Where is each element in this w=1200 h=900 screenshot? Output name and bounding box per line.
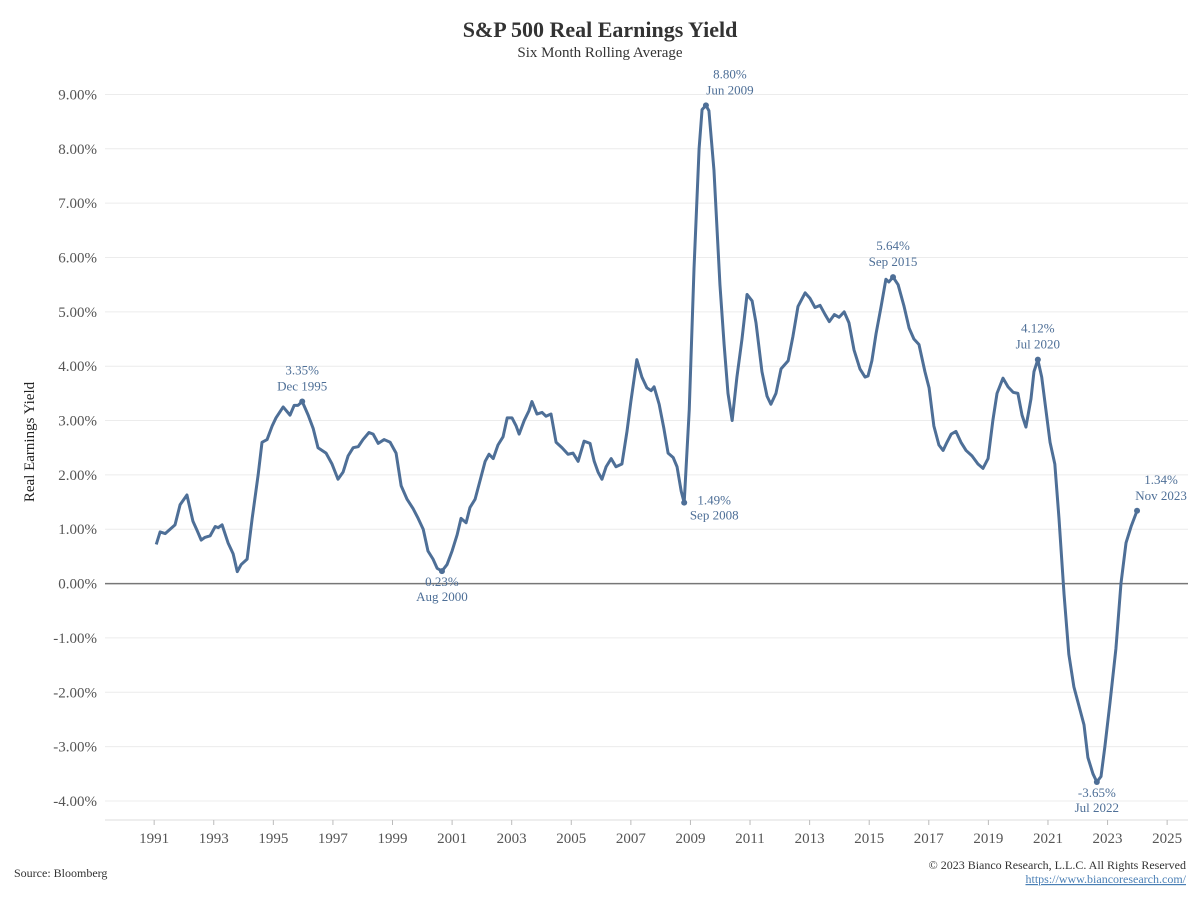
x-tick-label: 2025 bbox=[1152, 831, 1182, 847]
website-link[interactable]: https://www.biancoresearch.com/ bbox=[1025, 872, 1186, 886]
annotation-value: 1.34% bbox=[1144, 472, 1178, 487]
x-tick-label: 2005 bbox=[556, 831, 586, 847]
source: Source: Bloomberg bbox=[14, 866, 107, 880]
y-tick-label: 1.00% bbox=[58, 522, 97, 538]
y-tick-label: 4.00% bbox=[58, 359, 97, 375]
annotation-dot bbox=[890, 274, 897, 281]
y-tick-label: -2.00% bbox=[53, 685, 97, 701]
x-tick-label: 1993 bbox=[199, 831, 229, 847]
annotation-value: 0.23% bbox=[425, 574, 459, 589]
annotation-dot bbox=[702, 102, 709, 109]
x-tick-label: 2011 bbox=[735, 831, 764, 847]
annotation-value: 5.64% bbox=[876, 238, 910, 253]
annotation-value: -3.65% bbox=[1078, 785, 1116, 800]
x-tick-label: 2021 bbox=[1033, 831, 1063, 847]
x-tick-label: 2015 bbox=[854, 831, 884, 847]
chart-subtitle: Six Month Rolling Average bbox=[517, 45, 682, 61]
x-tick-label: 2023 bbox=[1093, 831, 1123, 847]
x-tick-label: 2013 bbox=[795, 831, 825, 847]
x-tick-label: 2009 bbox=[675, 831, 705, 847]
y-tick-label: 5.00% bbox=[58, 305, 97, 321]
series-line bbox=[154, 103, 1139, 784]
y-tick-label: 6.00% bbox=[58, 251, 97, 267]
x-tick-label: 2017 bbox=[914, 831, 945, 847]
annotation-date: Aug 2000 bbox=[416, 589, 468, 604]
y-tick-label: 7.00% bbox=[58, 196, 97, 212]
annotation-dot bbox=[1093, 778, 1100, 785]
copyright: © 2023 Bianco Research, L.L.C. All Right… bbox=[929, 858, 1186, 872]
x-tick-label: 2003 bbox=[497, 831, 527, 847]
annotation-value: 4.12% bbox=[1021, 321, 1055, 336]
y-tick-label: 3.00% bbox=[58, 414, 97, 430]
y-tick-label: 2.00% bbox=[58, 468, 97, 484]
annotation-date: Nov 2023 bbox=[1135, 488, 1187, 503]
annotation-value: 8.80% bbox=[713, 66, 747, 81]
annotation-date: Sep 2008 bbox=[690, 508, 739, 523]
annotation-dot bbox=[299, 398, 306, 405]
annotation-dot bbox=[1134, 507, 1141, 514]
x-tick-label: 1997 bbox=[318, 831, 349, 847]
annotation-dot bbox=[438, 568, 445, 575]
y-tick-label: -4.00% bbox=[53, 794, 97, 810]
annotation-value: 3.35% bbox=[285, 363, 319, 378]
y-tick-label: 9.00% bbox=[58, 87, 97, 103]
annotation-dot bbox=[1034, 356, 1041, 363]
x-tick-label: 2007 bbox=[616, 831, 647, 847]
y-axis-label: Real Earnings Yield bbox=[22, 381, 38, 502]
y-tick-label: 0.00% bbox=[58, 577, 97, 593]
annotation-date: Jul 2022 bbox=[1075, 800, 1119, 815]
x-tick-label: 1995 bbox=[258, 831, 288, 847]
annotation-value: 1.49% bbox=[697, 493, 731, 508]
x-tick-label: 1999 bbox=[378, 831, 408, 847]
y-tick-label: -3.00% bbox=[53, 740, 97, 756]
y-tick-label: 8.00% bbox=[58, 142, 97, 158]
annotation-date: Jul 2020 bbox=[1016, 337, 1060, 352]
x-tick-label: 2019 bbox=[973, 831, 1003, 847]
annotation-date: Dec 1995 bbox=[277, 379, 327, 394]
y-tick-label: -1.00% bbox=[53, 631, 97, 647]
x-tick-label: 1991 bbox=[139, 831, 169, 847]
annotation-date: Jun 2009 bbox=[706, 82, 753, 97]
x-tick-label: 2001 bbox=[437, 831, 467, 847]
annotation-date: Sep 2015 bbox=[869, 254, 918, 269]
annotation-dot bbox=[681, 499, 688, 506]
chart-title: S&P 500 Real Earnings Yield bbox=[463, 17, 738, 42]
